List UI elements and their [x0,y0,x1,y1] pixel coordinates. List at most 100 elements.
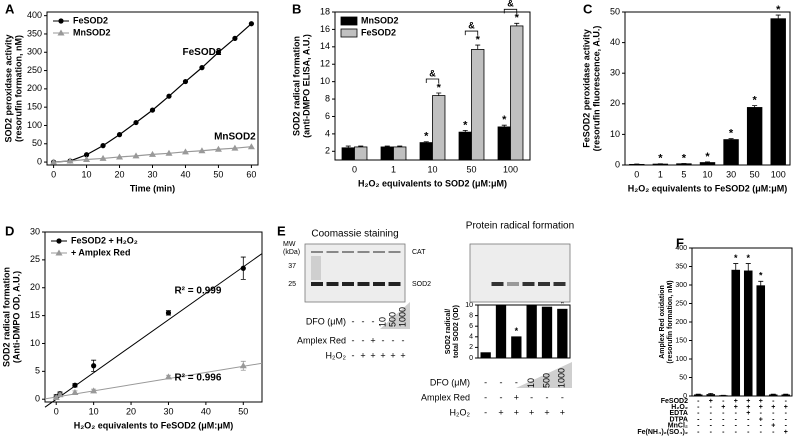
significance-mark: * [463,119,468,131]
fit-line [44,362,263,400]
y-tick-label: 100 [27,120,42,130]
treatment-value: + [759,416,763,423]
x-tick-label: 5 [681,169,686,179]
y-tick-label: 8 [469,312,473,319]
treatment-value: - [710,410,713,417]
treatment-value: + [734,404,738,411]
treatment-value: - [747,429,750,436]
treatment-name: Amplex Red [297,335,346,345]
y-tick-label: 150 [675,337,687,344]
treatment-value: + [746,404,750,411]
data-point [66,157,74,164]
y-tick-label: 15 [30,310,40,320]
y-tick-label: 10 [30,338,40,348]
y-tick-label: 20 [610,98,620,108]
treatment-value: - [546,392,549,402]
y-tick-label: 200 [675,319,687,326]
bar [706,394,716,397]
significance-mark: * [682,152,687,164]
gel-band [373,282,385,286]
comparison-mark: & [507,0,514,9]
y-tick-label: 14 [320,41,330,51]
treatment-value: + [784,404,788,411]
error-bar [475,44,481,50]
comparison-bracket [464,30,479,36]
data-point [239,362,247,369]
treatment-value: + [544,407,549,417]
error-bar [733,263,739,271]
legend-swatch [340,28,358,38]
y-tick-label: 25 [30,254,40,264]
panel-label: C [583,1,593,16]
data-point [181,148,189,155]
data-point [149,150,156,157]
treatment-value: + [771,423,775,430]
bar [746,107,763,166]
legend-label: MnSOD2 [73,27,111,37]
treatment-value: - [372,316,375,326]
y-axis-label: SOD2 peroxidase activity [3,34,13,142]
bar [495,304,507,359]
treatment-value: - [697,404,700,411]
treatment-value: - [772,429,775,436]
x-tick-label: 0 [51,169,56,179]
gel-band [522,282,535,286]
legend-label: FeSOD2 + H₂O₂ [71,235,138,245]
legend-marker [56,238,62,244]
error-bar [783,393,789,395]
y-tick-label: 100 [675,356,687,363]
treatment-value: - [697,398,700,405]
panel-label: D [5,223,14,238]
y-tick-label: 10 [610,129,620,139]
fit-line [44,253,263,408]
gel-band [538,282,550,286]
error-bar [397,145,403,147]
data-point [164,373,172,380]
significance-mark: * [729,128,734,140]
treatment-value: - [710,416,713,423]
treatment-value: - [747,416,750,423]
gel-band [553,282,566,286]
data-point [56,391,64,398]
band-label: CAT [412,249,426,256]
y-tick-label: 6 [469,323,473,330]
treatment-value: - [722,429,725,436]
data-point [91,363,97,369]
y-tick-label: 50 [679,374,687,381]
data-point [214,145,222,152]
y-tick-label: 20 [30,282,40,292]
bar [393,146,407,161]
treatment-value: - [760,429,763,436]
y-tick-label: 400 [27,10,42,20]
treatment-value: - [697,416,700,423]
error-bar [775,14,781,19]
significance-mark: * [658,153,663,165]
y-axis-label: SOD2 radical formation [1,267,11,367]
treatment-value: + [759,404,763,411]
treatment-value: - [710,423,713,430]
treatment-name: DTPA [669,416,688,423]
legend-marker [57,29,65,36]
bar [511,336,522,359]
y-tick-label: 300 [27,47,42,57]
y-tick-label: 8 [325,93,330,103]
treatment-value: 10 [377,317,387,327]
significance-mark: * [776,4,781,16]
treatment-name: DFO (μM) [430,377,470,387]
x-tick-label: 40 [201,406,211,416]
y-tick-label: 400 [675,245,687,252]
bar [557,308,568,359]
treatment-value: + [734,398,738,405]
bar [731,269,741,397]
dose-wedge [516,362,572,388]
x-tick-label: 10 [427,164,437,174]
bar [699,162,716,166]
mw-label: (kDa) [283,249,300,256]
treatment-value: + [370,350,375,360]
treatment-name: DFO (μM) [306,316,346,326]
gel-band [326,282,339,286]
treatment-value: - [722,423,725,430]
x-tick-label: 50 [238,406,248,416]
x-tick-label: 50 [750,169,760,179]
treatment-value: - [362,316,365,326]
